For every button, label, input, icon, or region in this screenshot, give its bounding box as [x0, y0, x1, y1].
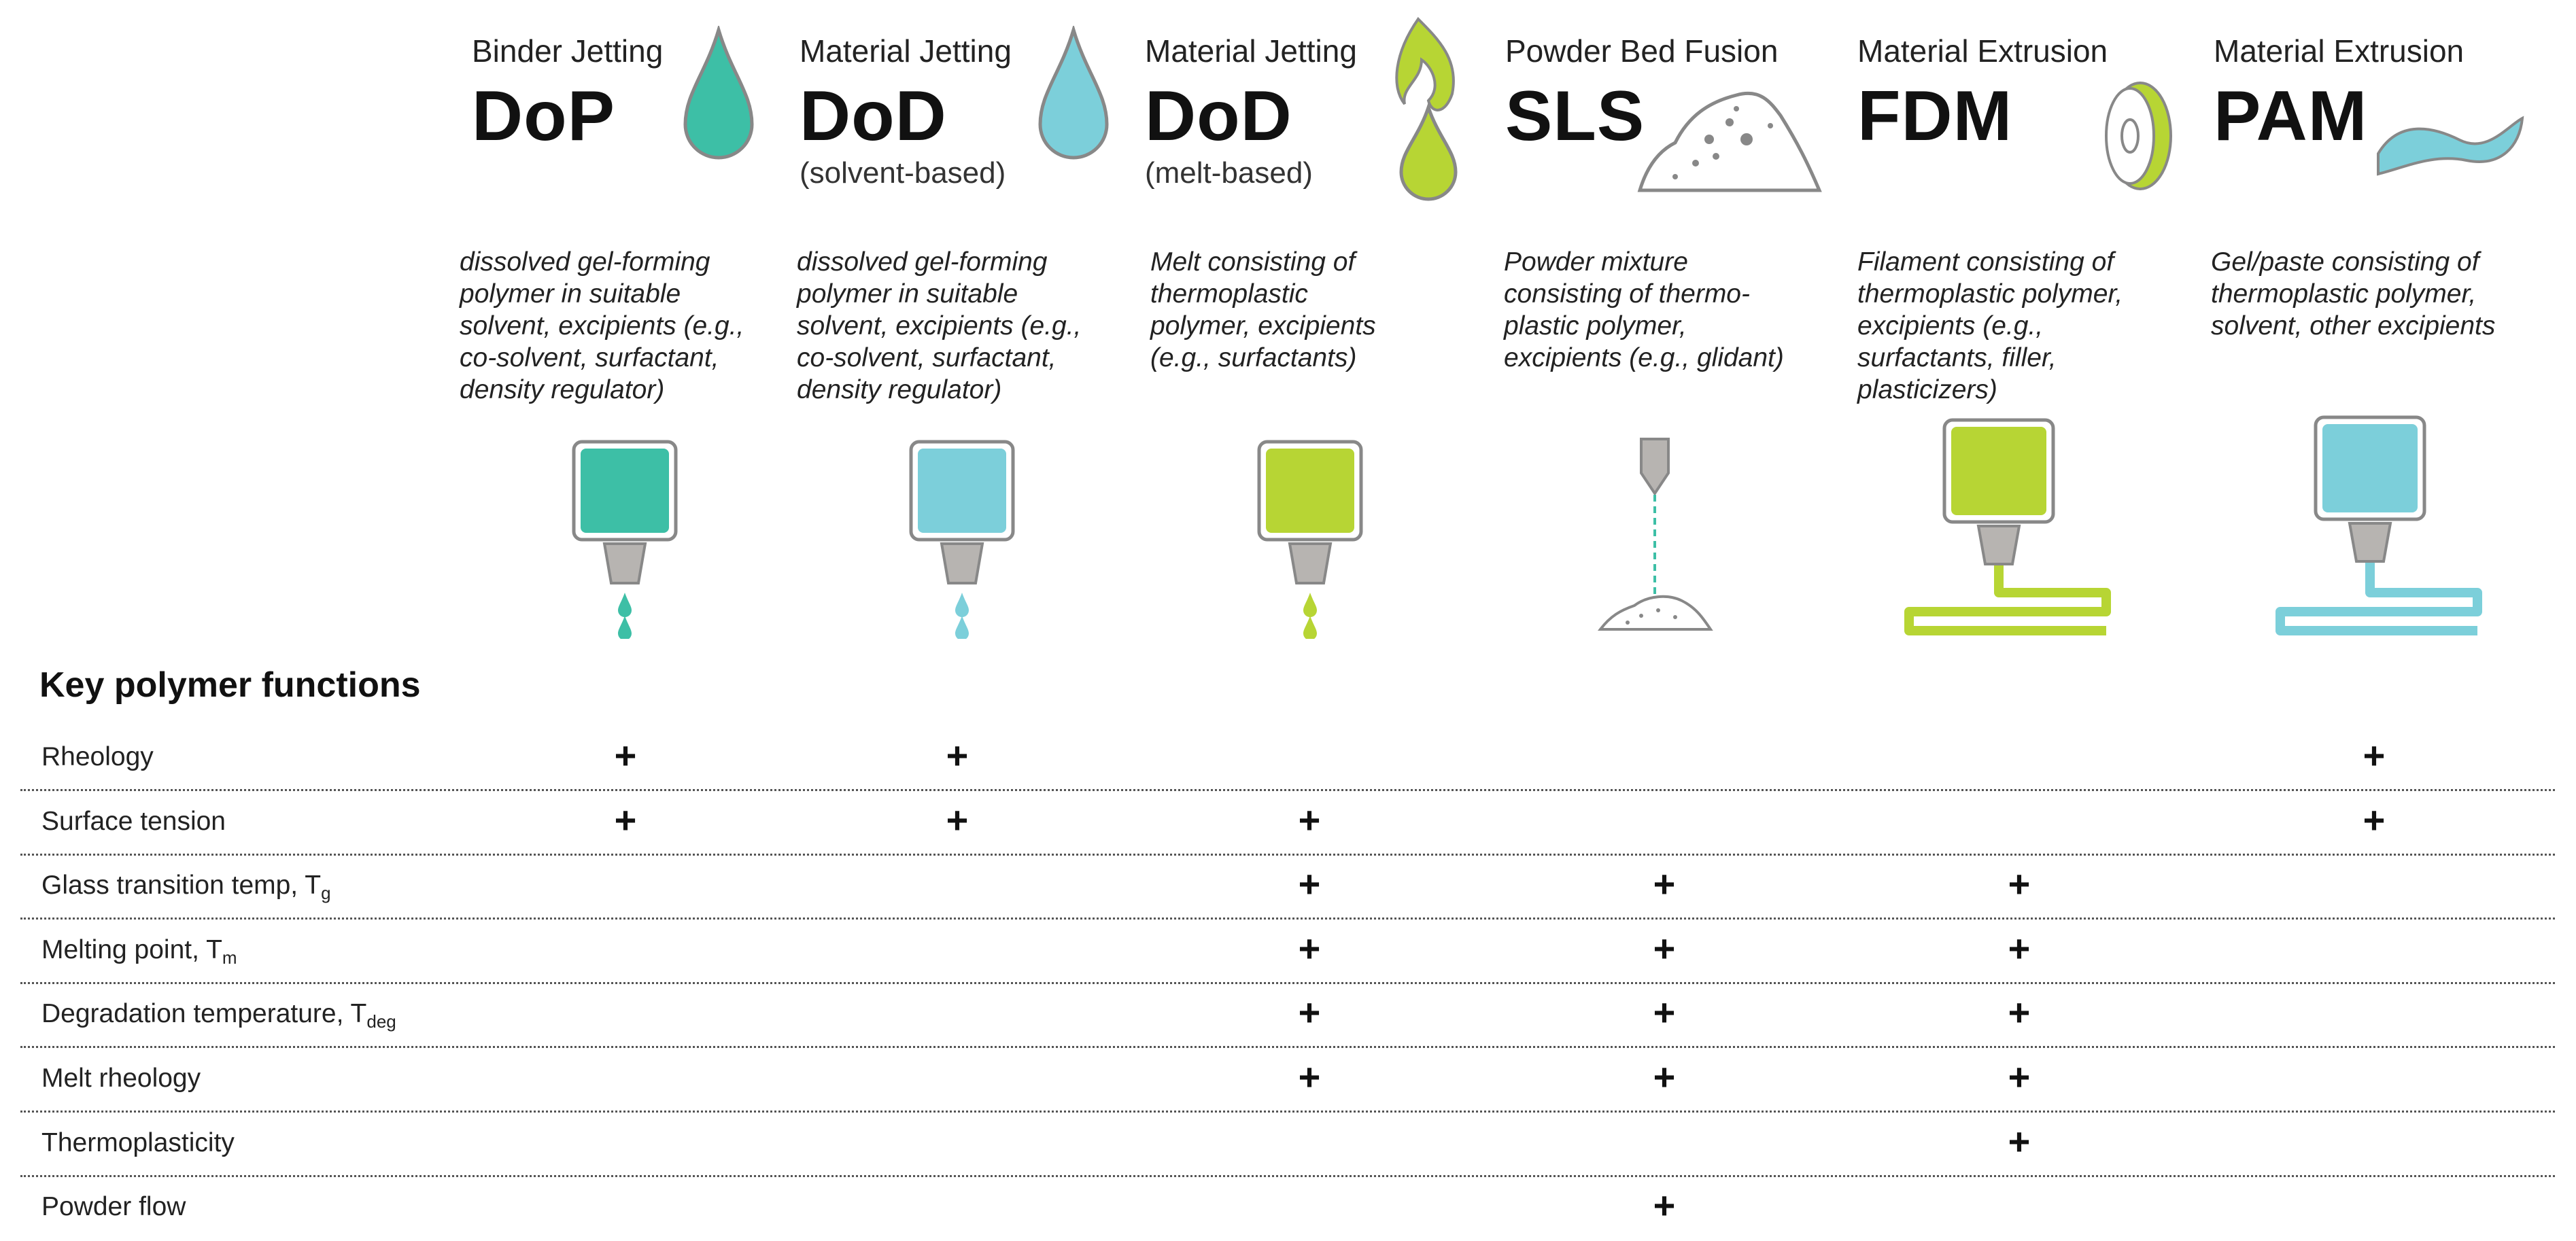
plus-mark: + [1653, 926, 1676, 970]
printhead-droplet-icon [1257, 440, 1363, 639]
paste-extrusion-head-icon [2276, 415, 2482, 635]
table-row: Thermoplasticity + [20, 1113, 2555, 1177]
printhead-droplet-icon [909, 440, 1015, 639]
table-row: Melt rheology + + + [20, 1049, 2555, 1113]
plus-mark: + [1653, 991, 1676, 1034]
plus-mark: + [2008, 1119, 2031, 1163]
row-label-subscript: deg [366, 1011, 396, 1032]
plus-mark: + [1298, 926, 1321, 970]
paste-squiggle-icon [2377, 116, 2524, 176]
solvent-droplet-icon [1038, 26, 1109, 160]
extrusion-head-icon [1904, 418, 2111, 635]
material-description: Gel/paste consisting of thermoplastic po… [2211, 247, 2496, 340]
plus-mark: + [1298, 798, 1321, 841]
column-sls: Powder Bed Fusion SLS Powder mixture con… [0, 0, 1822, 652]
row-divider [20, 853, 2555, 856]
plus-mark: + [946, 734, 969, 777]
category-label: Material Jetting [1145, 33, 1357, 69]
row-label: Melt rheology [41, 1064, 201, 1094]
row-divider [20, 1174, 2555, 1177]
row-label-text: Melt rheology [41, 1064, 201, 1093]
row-label-text: Degradation temperature, T [41, 999, 367, 1029]
plus-mark: + [2008, 926, 2031, 970]
filament-spool-icon [2105, 82, 2172, 190]
row-label-text: Melting point, T [41, 934, 222, 964]
row-label-subscript: m [222, 947, 237, 968]
row-label: Degradation temperature, Tdeg [41, 999, 396, 1032]
material-description: Filament consisting of thermoplastic pol… [1857, 247, 2123, 404]
row-divider [20, 1046, 2555, 1049]
row-label-subscript: g [321, 883, 331, 904]
row-label-text: Rheology [41, 742, 154, 771]
column-fdm: Material Extrusion FDM Filament consisti… [0, 0, 2172, 652]
section-title: Key polymer functions [39, 665, 421, 705]
table-row: Powder flow + [20, 1177, 2555, 1241]
plus-mark: + [1298, 991, 1321, 1034]
printhead-droplet-icon [572, 440, 678, 639]
technology-abbreviation: FDM [1857, 77, 2013, 156]
column-dop: Binder Jetting DoP dissolved gel-forming… [0, 0, 754, 652]
technology-subtitle: (melt-based) [1145, 156, 1313, 190]
category-label: Material Extrusion [2214, 33, 2465, 69]
row-label: Rheology [41, 742, 154, 772]
plus-mark: + [1298, 862, 1321, 906]
technology-abbreviation: SLS [1505, 77, 1645, 156]
table-row: Melting point, Tm + + + [20, 920, 2555, 984]
row-label-text: Glass transition temp, T [41, 871, 322, 901]
category-label: Material Extrusion [1857, 33, 2108, 69]
plus-mark: + [2363, 734, 2386, 777]
plus-mark: + [1298, 1055, 1321, 1098]
powder-pile-icon [1637, 91, 1822, 192]
table-row: Degradation temperature, Tdeg + + + [20, 984, 2555, 1049]
table-row: Rheology + + + [20, 727, 2555, 791]
plus-mark: + [614, 734, 637, 777]
row-label-text: Powder flow [41, 1192, 186, 1222]
row-divider [20, 917, 2555, 920]
row-label: Glass transition temp, Tg [41, 871, 331, 904]
row-label: Surface tension [41, 807, 226, 837]
row-divider [20, 789, 2555, 791]
row-label-text: Thermoplasticity [41, 1128, 235, 1157]
plus-mark: + [2008, 1055, 2031, 1098]
technology-abbreviation: DoP [472, 77, 615, 156]
technology-abbreviation: DoD [800, 77, 947, 156]
column-pam: Material Extrusion PAM Gel/paste consist… [0, 0, 2524, 652]
plus-mark: + [2008, 991, 2031, 1034]
flame-melt-droplet-icon [1395, 16, 1458, 201]
plus-mark: + [2363, 798, 2386, 841]
material-description: Melt consisting of thermoplastic polymer… [1150, 247, 1376, 372]
plus-mark: + [614, 798, 637, 841]
row-divider [20, 981, 2555, 984]
plus-mark: + [1653, 1184, 1676, 1227]
category-label: Powder Bed Fusion [1505, 33, 1779, 69]
row-label: Melting point, Tm [41, 935, 237, 968]
row-label: Powder flow [41, 1192, 186, 1222]
technology-abbreviation: PAM [2214, 77, 2368, 156]
column-dod-solvent: Material Jetting DoD (solvent-based) dis… [0, 0, 1109, 652]
technology-abbreviation: DoD [1145, 77, 1292, 156]
binder-droplet-icon [683, 26, 754, 160]
column-dod-melt: Material Jetting DoD (melt-based) Melt c… [0, 0, 1458, 652]
material-description: dissolved gel-forming polymer in suitabl… [460, 247, 744, 404]
material-description: dissolved gel-forming polymer in suitabl… [797, 247, 1082, 404]
row-label: Thermoplasticity [41, 1128, 235, 1158]
plus-mark: + [2008, 862, 2031, 906]
technology-subtitle: (solvent-based) [800, 156, 1006, 190]
laser-sintering-icon [1597, 438, 1713, 631]
material-description: Powder mixture consisting of thermo- pla… [1504, 247, 1784, 372]
table-row: Glass transition temp, Tg + + + [20, 856, 2555, 920]
row-label-text: Surface tension [41, 806, 226, 836]
row-divider [20, 1111, 2555, 1113]
category-label: Binder Jetting [472, 33, 664, 69]
category-label: Material Jetting [800, 33, 1012, 69]
table-row: Surface tension + + + + [20, 792, 2555, 856]
plus-mark: + [1653, 862, 1676, 906]
plus-mark: + [1653, 1055, 1676, 1098]
plus-mark: + [946, 798, 969, 841]
